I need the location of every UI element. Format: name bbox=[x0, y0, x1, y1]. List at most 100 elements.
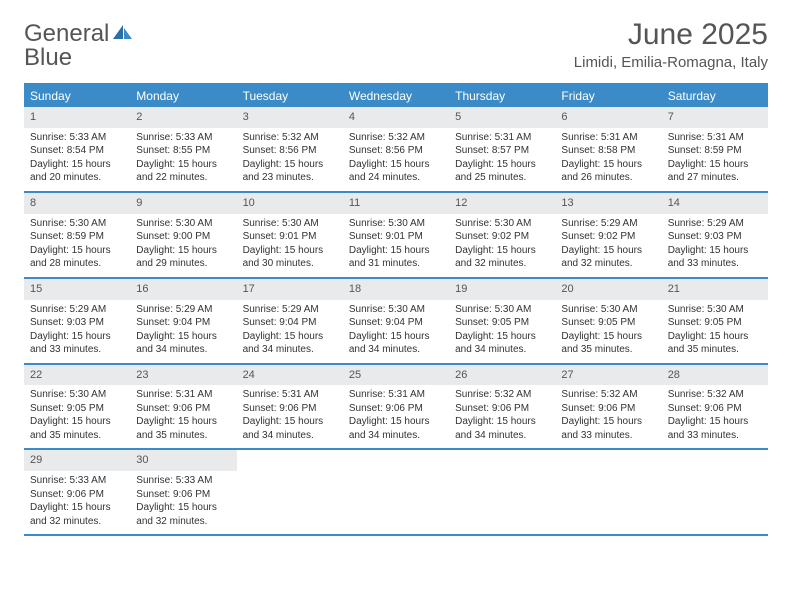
daylight-line: Daylight: 15 hours and 32 minutes. bbox=[455, 244, 549, 271]
day-body: Sunrise: 5:29 AMSunset: 9:04 PMDaylight:… bbox=[130, 300, 236, 363]
daylight-line: Daylight: 15 hours and 30 minutes. bbox=[243, 244, 337, 271]
day-body: Sunrise: 5:30 AMSunset: 9:04 PMDaylight:… bbox=[343, 300, 449, 363]
sunrise-line: Sunrise: 5:33 AM bbox=[136, 131, 230, 145]
daylight-line: Daylight: 15 hours and 35 minutes. bbox=[668, 330, 762, 357]
day-number: 8 bbox=[24, 193, 130, 214]
page-title: June 2025 bbox=[574, 18, 768, 52]
calendar-day-cell: 5Sunrise: 5:31 AMSunset: 8:57 PMDaylight… bbox=[449, 107, 555, 191]
day-body: Sunrise: 5:33 AMSunset: 8:55 PMDaylight:… bbox=[130, 128, 236, 191]
sunset-line: Sunset: 9:06 PM bbox=[136, 402, 230, 416]
sunrise-line: Sunrise: 5:29 AM bbox=[668, 217, 762, 231]
calendar-day-cell bbox=[662, 450, 768, 534]
weekday-header: Friday bbox=[555, 85, 661, 107]
day-body: Sunrise: 5:30 AMSunset: 9:05 PMDaylight:… bbox=[24, 385, 130, 448]
sunset-line: Sunset: 9:04 PM bbox=[243, 316, 337, 330]
sunrise-line: Sunrise: 5:31 AM bbox=[668, 131, 762, 145]
day-number: 12 bbox=[449, 193, 555, 214]
calendar-day-cell: 30Sunrise: 5:33 AMSunset: 9:06 PMDayligh… bbox=[130, 450, 236, 534]
daylight-line: Daylight: 15 hours and 24 minutes. bbox=[349, 158, 443, 185]
day-number: 20 bbox=[555, 279, 661, 300]
calendar-day-cell: 4Sunrise: 5:32 AMSunset: 8:56 PMDaylight… bbox=[343, 107, 449, 191]
sunrise-line: Sunrise: 5:30 AM bbox=[136, 217, 230, 231]
daylight-line: Daylight: 15 hours and 34 minutes. bbox=[349, 330, 443, 357]
sunrise-line: Sunrise: 5:30 AM bbox=[455, 217, 549, 231]
day-body: Sunrise: 5:29 AMSunset: 9:04 PMDaylight:… bbox=[237, 300, 343, 363]
calendar-day-cell bbox=[343, 450, 449, 534]
daylight-line: Daylight: 15 hours and 28 minutes. bbox=[30, 244, 124, 271]
day-body: Sunrise: 5:33 AMSunset: 8:54 PMDaylight:… bbox=[24, 128, 130, 191]
sunrise-line: Sunrise: 5:32 AM bbox=[668, 388, 762, 402]
calendar-day-cell: 13Sunrise: 5:29 AMSunset: 9:02 PMDayligh… bbox=[555, 193, 661, 277]
day-body: Sunrise: 5:33 AMSunset: 9:06 PMDaylight:… bbox=[24, 471, 130, 534]
calendar-day-cell: 6Sunrise: 5:31 AMSunset: 8:58 PMDaylight… bbox=[555, 107, 661, 191]
daylight-line: Daylight: 15 hours and 31 minutes. bbox=[349, 244, 443, 271]
sunset-line: Sunset: 9:04 PM bbox=[349, 316, 443, 330]
sunset-line: Sunset: 8:56 PM bbox=[243, 144, 337, 158]
sunrise-line: Sunrise: 5:31 AM bbox=[136, 388, 230, 402]
daylight-line: Daylight: 15 hours and 33 minutes. bbox=[668, 415, 762, 442]
calendar-day-cell: 22Sunrise: 5:30 AMSunset: 9:05 PMDayligh… bbox=[24, 365, 130, 449]
day-body: Sunrise: 5:32 AMSunset: 9:06 PMDaylight:… bbox=[555, 385, 661, 448]
weekday-header-row: Sunday Monday Tuesday Wednesday Thursday… bbox=[24, 85, 768, 107]
day-number: 25 bbox=[343, 365, 449, 386]
calendar-day-cell: 15Sunrise: 5:29 AMSunset: 9:03 PMDayligh… bbox=[24, 279, 130, 363]
calendar-day-cell: 1Sunrise: 5:33 AMSunset: 8:54 PMDaylight… bbox=[24, 107, 130, 191]
day-body: Sunrise: 5:31 AMSunset: 9:06 PMDaylight:… bbox=[130, 385, 236, 448]
calendar-day-cell: 12Sunrise: 5:30 AMSunset: 9:02 PMDayligh… bbox=[449, 193, 555, 277]
day-body: Sunrise: 5:29 AMSunset: 9:03 PMDaylight:… bbox=[24, 300, 130, 363]
day-number: 13 bbox=[555, 193, 661, 214]
calendar-day-cell: 19Sunrise: 5:30 AMSunset: 9:05 PMDayligh… bbox=[449, 279, 555, 363]
sunset-line: Sunset: 8:55 PM bbox=[136, 144, 230, 158]
sunset-line: Sunset: 8:59 PM bbox=[668, 144, 762, 158]
weekday-header: Tuesday bbox=[237, 85, 343, 107]
sunrise-line: Sunrise: 5:30 AM bbox=[243, 217, 337, 231]
sunrise-line: Sunrise: 5:31 AM bbox=[349, 388, 443, 402]
day-number: 9 bbox=[130, 193, 236, 214]
day-number: 16 bbox=[130, 279, 236, 300]
sunset-line: Sunset: 9:06 PM bbox=[561, 402, 655, 416]
day-body: Sunrise: 5:30 AMSunset: 9:00 PMDaylight:… bbox=[130, 214, 236, 277]
weekday-header: Saturday bbox=[662, 85, 768, 107]
sunrise-line: Sunrise: 5:30 AM bbox=[668, 303, 762, 317]
day-number: 5 bbox=[449, 107, 555, 128]
calendar-day-cell: 9Sunrise: 5:30 AMSunset: 9:00 PMDaylight… bbox=[130, 193, 236, 277]
calendar-day-cell: 24Sunrise: 5:31 AMSunset: 9:06 PMDayligh… bbox=[237, 365, 343, 449]
calendar-day-cell: 8Sunrise: 5:30 AMSunset: 8:59 PMDaylight… bbox=[24, 193, 130, 277]
calendar-day-cell: 28Sunrise: 5:32 AMSunset: 9:06 PMDayligh… bbox=[662, 365, 768, 449]
sunset-line: Sunset: 9:06 PM bbox=[136, 488, 230, 502]
sunset-line: Sunset: 9:00 PM bbox=[136, 230, 230, 244]
location-text: Limidi, Emilia-Romagna, Italy bbox=[574, 54, 768, 71]
sunrise-line: Sunrise: 5:29 AM bbox=[30, 303, 124, 317]
sunrise-line: Sunrise: 5:33 AM bbox=[30, 131, 124, 145]
calendar-week-row: 8Sunrise: 5:30 AMSunset: 8:59 PMDaylight… bbox=[24, 193, 768, 279]
sunrise-line: Sunrise: 5:32 AM bbox=[349, 131, 443, 145]
sunrise-line: Sunrise: 5:29 AM bbox=[136, 303, 230, 317]
calendar-day-cell: 16Sunrise: 5:29 AMSunset: 9:04 PMDayligh… bbox=[130, 279, 236, 363]
weekday-header: Sunday bbox=[24, 85, 130, 107]
sunset-line: Sunset: 9:05 PM bbox=[455, 316, 549, 330]
sunrise-line: Sunrise: 5:33 AM bbox=[30, 474, 124, 488]
day-body: Sunrise: 5:30 AMSunset: 9:05 PMDaylight:… bbox=[662, 300, 768, 363]
daylight-line: Daylight: 15 hours and 35 minutes. bbox=[136, 415, 230, 442]
day-body: Sunrise: 5:32 AMSunset: 9:06 PMDaylight:… bbox=[662, 385, 768, 448]
logo-word-general: General bbox=[24, 20, 109, 47]
daylight-line: Daylight: 15 hours and 27 minutes. bbox=[668, 158, 762, 185]
calendar-day-cell: 27Sunrise: 5:32 AMSunset: 9:06 PMDayligh… bbox=[555, 365, 661, 449]
logo-text-block: General Blue bbox=[24, 22, 133, 70]
calendar-day-cell: 23Sunrise: 5:31 AMSunset: 9:06 PMDayligh… bbox=[130, 365, 236, 449]
daylight-line: Daylight: 15 hours and 32 minutes. bbox=[30, 501, 124, 528]
sunset-line: Sunset: 9:02 PM bbox=[561, 230, 655, 244]
sunrise-line: Sunrise: 5:32 AM bbox=[561, 388, 655, 402]
sunset-line: Sunset: 9:01 PM bbox=[243, 230, 337, 244]
day-body: Sunrise: 5:30 AMSunset: 9:05 PMDaylight:… bbox=[449, 300, 555, 363]
daylight-line: Daylight: 15 hours and 34 minutes. bbox=[455, 415, 549, 442]
day-number: 28 bbox=[662, 365, 768, 386]
sunrise-line: Sunrise: 5:30 AM bbox=[349, 217, 443, 231]
calendar-day-cell: 29Sunrise: 5:33 AMSunset: 9:06 PMDayligh… bbox=[24, 450, 130, 534]
day-body: Sunrise: 5:31 AMSunset: 8:57 PMDaylight:… bbox=[449, 128, 555, 191]
daylight-line: Daylight: 15 hours and 33 minutes. bbox=[561, 415, 655, 442]
sunrise-line: Sunrise: 5:31 AM bbox=[243, 388, 337, 402]
sunrise-line: Sunrise: 5:29 AM bbox=[243, 303, 337, 317]
day-body: Sunrise: 5:30 AMSunset: 9:02 PMDaylight:… bbox=[449, 214, 555, 277]
day-body: Sunrise: 5:30 AMSunset: 9:01 PMDaylight:… bbox=[343, 214, 449, 277]
